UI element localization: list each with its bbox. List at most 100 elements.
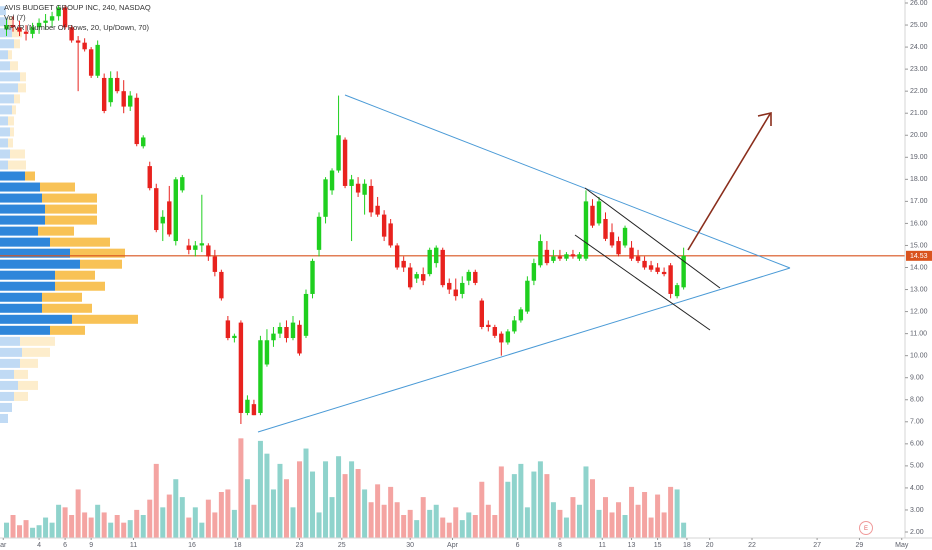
volume-bar [368, 502, 374, 538]
candle-body [173, 179, 178, 242]
x-tick-label: 18 [683, 542, 691, 549]
volume-bar [147, 499, 153, 538]
y-tick-label: 24.00 [910, 44, 928, 51]
candle-body [121, 91, 126, 107]
candle-body [101, 77, 107, 112]
vpvr-up [0, 193, 42, 203]
volume-bar [153, 463, 159, 538]
y-tick-label: 11.00 [910, 330, 927, 337]
price-pane [0, 5, 905, 424]
x-tick-label: 9 [89, 542, 93, 549]
volume-bar [56, 504, 62, 538]
vpvr-up [0, 402, 12, 412]
vpvr-up [0, 215, 45, 225]
candle-body [544, 249, 550, 264]
vpvr-up [0, 171, 25, 181]
candle-body [82, 42, 87, 50]
earnings-circle[interactable] [859, 521, 873, 535]
vpvr-up [0, 413, 8, 423]
vpvr-down [45, 215, 97, 225]
candle-body [128, 95, 133, 107]
candle-body [23, 31, 29, 34]
volume-bar [655, 494, 661, 538]
volume-bar [264, 453, 270, 538]
candle-body [518, 309, 524, 321]
volume-bar [453, 507, 459, 538]
triangle-lower [257, 267, 791, 433]
x-tick-label: 6 [63, 542, 67, 549]
candle-body [95, 44, 100, 76]
volume-bar [10, 515, 16, 538]
volume-bar [485, 504, 491, 538]
x-tick-label: 16 [188, 542, 196, 549]
vpvr-down [10, 149, 25, 159]
candle-body [258, 340, 263, 413]
volume-bar [381, 504, 387, 538]
candle-body [401, 260, 406, 268]
volume-bar [49, 522, 55, 538]
candle-body [453, 289, 458, 297]
candle-body [212, 256, 218, 272]
volume-bar [388, 486, 394, 538]
candle-body [160, 216, 165, 224]
candle-body [447, 282, 452, 290]
volume-bar [257, 440, 263, 538]
vpvr-up [0, 292, 42, 302]
volume-bar [674, 489, 680, 538]
candle-body [277, 327, 283, 334]
volume-bar [648, 517, 654, 538]
candle-body [609, 232, 615, 246]
volume-bar [466, 512, 472, 538]
earnings-label[interactable]: E [864, 526, 868, 532]
vpvr-down [80, 259, 122, 269]
volume-bar [270, 489, 276, 538]
candle-body [525, 280, 530, 312]
volume-bar [179, 497, 185, 538]
vpvr-down [14, 391, 28, 401]
candle-body [62, 7, 68, 28]
candle-body [49, 16, 55, 21]
volume-bar [342, 474, 348, 538]
candle-body [316, 216, 322, 250]
legend: AVIS BUDGET GROUP INC, 240, NASDAQ Vol (… [4, 3, 151, 32]
candle-body [681, 255, 686, 288]
x-tick-label: Apr [447, 542, 459, 549]
candle-body [577, 254, 582, 259]
volume-bar [199, 522, 205, 538]
volume-bar [629, 486, 635, 538]
volume-bar [17, 525, 23, 538]
vpvr-down [50, 325, 85, 335]
candle-body [17, 27, 22, 32]
volume-bar [349, 461, 355, 538]
vpvr-up [0, 358, 20, 368]
x-tick-label: 13 [628, 542, 636, 549]
candle-body [466, 271, 471, 281]
candle-body [512, 320, 517, 332]
vpvr-up [0, 204, 45, 214]
volume-bar [336, 456, 342, 538]
candle-body [362, 183, 367, 195]
volume-bar [589, 479, 595, 538]
vpvr-down [25, 171, 35, 181]
volume-bar [622, 515, 628, 538]
y-tick-label: 23.00 [910, 66, 928, 73]
vpvr-up [0, 182, 40, 192]
y-tick-label: 13.00 [910, 286, 928, 293]
earnings-marker[interactable]: E [859, 521, 873, 535]
candle-body [388, 223, 393, 246]
volume-bar [563, 517, 569, 538]
arrow-head [757, 111, 772, 126]
volume-bar [310, 471, 316, 538]
volume-bar [375, 484, 381, 538]
x-tick-label: 18 [234, 542, 242, 549]
volume-bar [433, 504, 439, 538]
volume-bar [329, 497, 335, 538]
volume-bar [101, 512, 107, 538]
volume-bar [127, 520, 133, 538]
candle-body [225, 320, 231, 339]
vpvr-up [0, 149, 10, 159]
vpvr-up [0, 347, 22, 357]
candle-body [30, 27, 35, 34]
candle-body [622, 227, 628, 246]
